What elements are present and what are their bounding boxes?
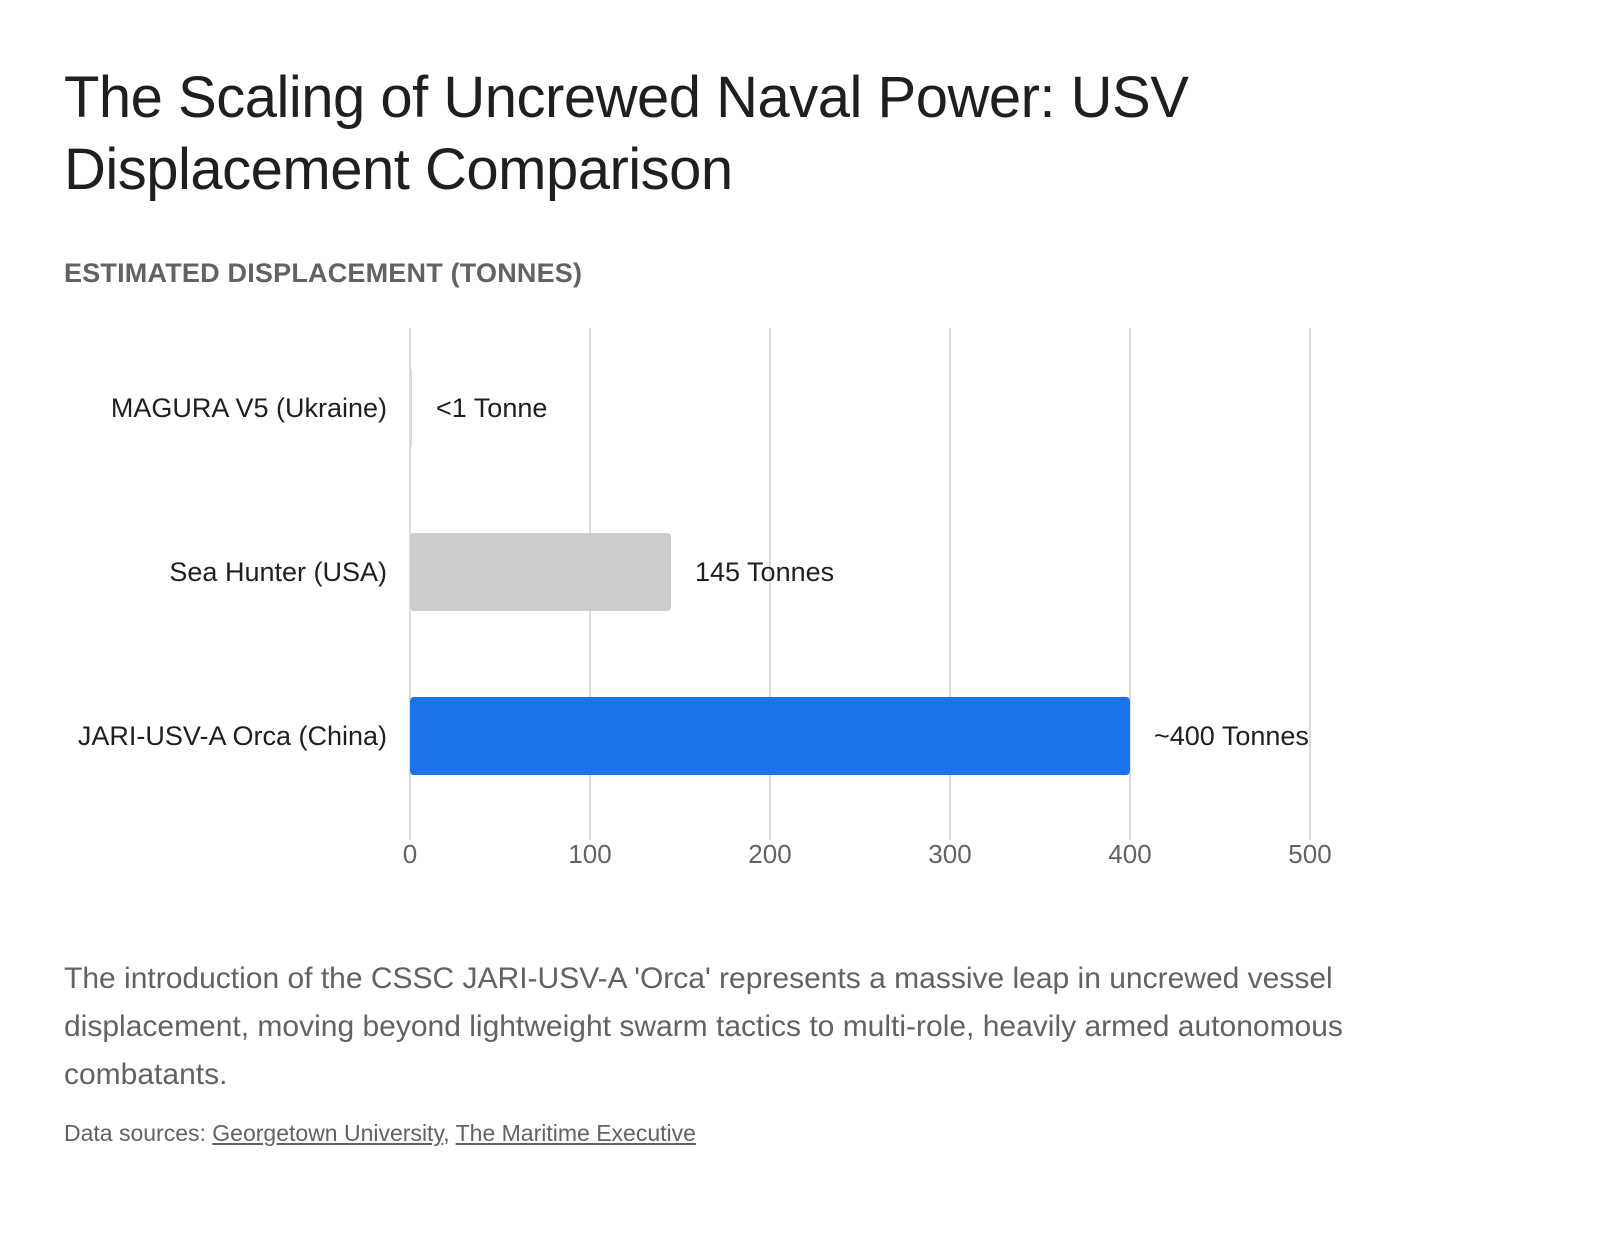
bar-2[interactable]: [410, 533, 671, 611]
category-label: JARI-USV-A Orca (China): [78, 721, 387, 751]
category-label: Sea Hunter (USA): [169, 557, 387, 587]
bar-1[interactable]: [410, 369, 412, 447]
chart-subtitle: ESTIMATED DISPLACEMENT (TONNES): [64, 258, 583, 288]
x-tick-label: 400: [1108, 839, 1151, 869]
bar-chart: 0 100 200 300 400 500 MAGURA V5 (Ukraine) <1 To…: [78, 328, 1332, 869]
data-label: ~400 Tonnes: [1154, 721, 1309, 751]
x-tick-label: 200: [748, 839, 791, 869]
sources-label: Data sources:: [64, 1120, 206, 1146]
labels: 0 100 200 300 400 500 MAGURA V5 (Ukraine) <1 To…: [78, 393, 1332, 869]
bar-3[interactable]: [410, 697, 1130, 775]
data-sources: Data sources: Georgetown University, The…: [64, 1120, 696, 1147]
chart-caption: The introduction of the CSSC JARI-USV-A …: [64, 962, 1343, 1091]
x-tick-label: 0: [403, 839, 417, 869]
chart-title: The Scaling of Uncrewed Naval Power: USV…: [64, 65, 1189, 202]
data-label: <1 Tonne: [436, 393, 547, 423]
source-link-maritime-executive[interactable]: The Maritime Executive: [455, 1120, 696, 1146]
sources-separator: ,: [443, 1120, 456, 1146]
category-label: MAGURA V5 (Ukraine): [111, 393, 387, 423]
x-tick-label: 100: [568, 839, 611, 869]
source-link-georgetown[interactable]: Georgetown University: [212, 1120, 444, 1146]
x-tick-label: 500: [1288, 839, 1331, 869]
data-label: 145 Tonnes: [695, 557, 834, 587]
x-tick-label: 300: [928, 839, 971, 869]
bars: [410, 369, 1130, 775]
